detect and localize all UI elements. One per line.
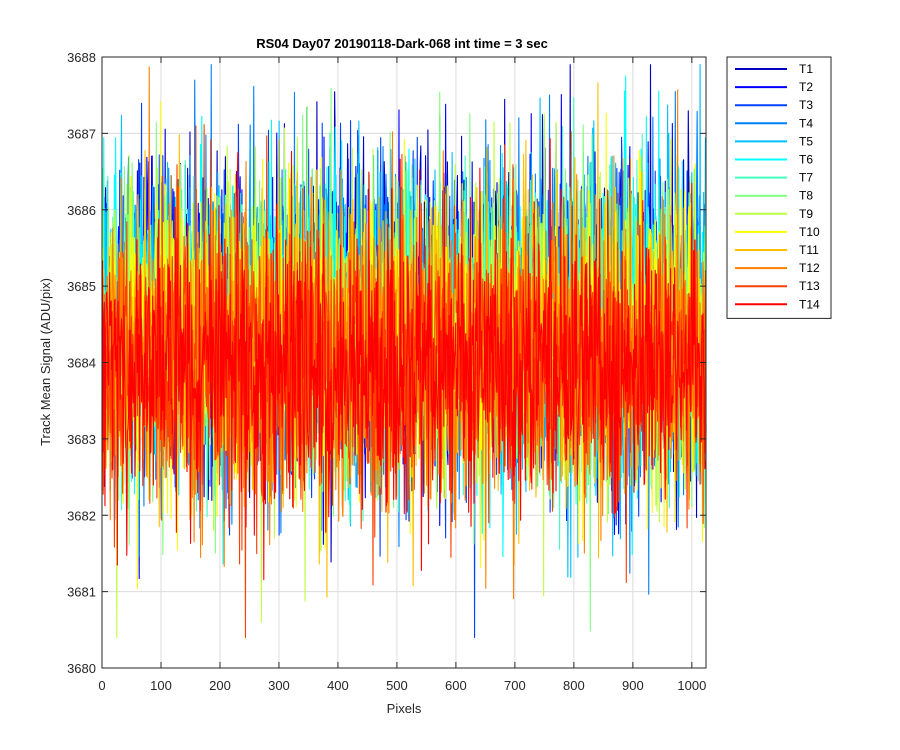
y-axis-label: Track Mean Signal (ADU/pix): [38, 278, 53, 446]
series-line-t14: [101, 138, 707, 581]
legend-label-t6: T6: [799, 153, 813, 167]
legend-label-t8: T8: [799, 189, 813, 203]
x-tick-label: 700: [504, 678, 526, 693]
x-axis-label: Pixels: [387, 701, 422, 716]
legend-label-t2: T2: [799, 80, 813, 94]
legend-label-t7: T7: [799, 171, 813, 185]
chart-title: RS04 Day07 20190118-Dark-068 int time = …: [256, 36, 548, 51]
x-tick-label: 1000: [677, 678, 706, 693]
y-tick-label: 3688: [67, 50, 96, 65]
x-tick-label: 100: [150, 678, 172, 693]
x-tick-label: 400: [327, 678, 349, 693]
legend-label-t10: T10: [799, 225, 820, 239]
x-tick-label: 600: [445, 678, 467, 693]
legend-label-t3: T3: [799, 98, 813, 112]
x-tick-label: 500: [386, 678, 408, 693]
y-tick-label: 3682: [67, 508, 96, 523]
legend-label-t14: T14: [799, 297, 820, 311]
legend-label-t12: T12: [799, 261, 820, 275]
y-tick-label: 3686: [67, 203, 96, 218]
legend-label-t4: T4: [799, 116, 813, 130]
x-tick-label: 800: [563, 678, 585, 693]
y-tick-label: 3687: [67, 126, 96, 141]
x-tick-label: 0: [98, 678, 105, 693]
x-tick-label: 300: [268, 678, 290, 693]
legend-label-t9: T9: [799, 207, 813, 221]
legend-label-t1: T1: [799, 62, 813, 76]
y-tick-label: 3684: [67, 356, 96, 371]
series-lines: [101, 64, 707, 638]
legend-label-t11: T11: [799, 243, 819, 257]
y-tick-label: 3681: [67, 585, 96, 600]
y-tick-label: 3680: [67, 661, 96, 676]
y-tick-label: 3683: [67, 432, 96, 447]
legend-box: [726, 56, 832, 319]
axis-ticks: 0 100 200 300 400 500 600 700 800 900 1000 3680 3681…: [67, 50, 706, 693]
legend: T1 T2 T3 T4 T5 T6 T7 T8 T9 T10 T11 T12 T13 T14: [726, 56, 832, 319]
legend-label-t5: T5: [799, 134, 813, 148]
x-tick-label: 900: [622, 678, 644, 693]
y-tick-label: 3685: [67, 279, 96, 294]
legend-label-t13: T13: [799, 279, 820, 293]
x-tick-label: 200: [209, 678, 231, 693]
